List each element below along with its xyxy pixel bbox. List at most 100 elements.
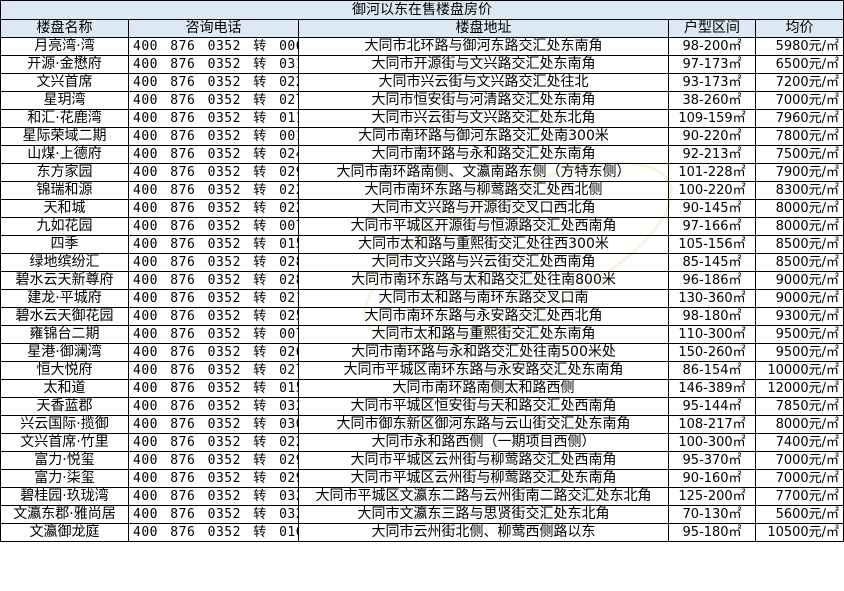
cell-address: 大同市北环路与御河东路交汇处东南角 [298, 37, 669, 56]
cell-price: 5600元/㎡ [754, 505, 844, 524]
cell-area: 95-370㎡ [668, 451, 756, 470]
cell-price: 7000元/㎡ [754, 91, 844, 110]
cell-price: 8000元/㎡ [754, 199, 844, 218]
cell-price: 8500元/㎡ [754, 253, 844, 272]
cell-price: 9500元/㎡ [754, 325, 844, 344]
cell-address: 大同市南环东路与太和路交汇处往南800米 [298, 271, 669, 290]
cell-address: 大同市平城区开源街与恒源路交汇处西南角 [298, 217, 669, 236]
cell-phone: 400 876 0352 转 0292 [128, 469, 299, 488]
cell-name: 山煤·上德府 [0, 145, 129, 164]
cell-phone: 400 876 0352 转 0220 [128, 181, 299, 200]
cell-price: 7400元/㎡ [754, 433, 844, 452]
table-row: 文瀛御龙庭 400 876 0352 转 0168 大同市云州街北侧、柳莺西侧路以东… [0, 523, 844, 542]
cell-name: 文兴首席 [0, 73, 129, 92]
cell-phone: 400 876 0352 转 0280 [128, 253, 299, 272]
table-row: 雍锦台二期 400 876 0352 转 0079 大同市太和路与重熙街交汇处东南角… [0, 325, 844, 344]
table-row: 碧水云天御花园 400 876 0352 转 0256 大同市南环东路与永安路交汇处… [0, 307, 844, 326]
cell-price: 7800元/㎡ [754, 127, 844, 146]
table-row: 星港·御澜湾 400 876 0352 转 0264 大同市南环路与永和路交汇处往南… [0, 343, 844, 362]
header-area: 户型区间 [668, 19, 756, 38]
cell-address: 大同市御东新区御河东路与云山街交汇处东南角 [298, 415, 669, 434]
cell-phone: 400 876 0352 转 0247 [128, 145, 299, 164]
cell-phone: 400 876 0352 转 0324 [128, 505, 299, 524]
cell-address: 大同市南环东路与永安路交汇处西北角 [298, 307, 669, 326]
cell-price: 7200元/㎡ [754, 73, 844, 92]
cell-phone: 400 876 0352 转 0301 [128, 415, 299, 434]
cell-phone: 400 876 0352 转 0292 [128, 451, 299, 470]
cell-area: 97-166㎡ [668, 217, 756, 236]
cell-phone: 400 876 0352 转 0321 [128, 487, 299, 506]
cell-phone: 400 876 0352 转 0256 [128, 307, 299, 326]
cell-address: 大同市兴云街与文兴路交汇处往北 [298, 73, 669, 92]
cell-area: 70-130㎡ [668, 505, 756, 524]
cell-name: 东方家园 [0, 163, 129, 182]
cell-area: 150-260㎡ [668, 343, 756, 362]
cell-area: 110-300㎡ [668, 325, 756, 344]
table-row: 四季 400 876 0352 转 0150 大同市太和路与重熙街交汇处往西300米… [0, 235, 844, 254]
cell-name: 月亮湾·湾 [0, 37, 129, 56]
cell-address: 大同市平城区云州街与柳莺路交汇处西南角 [298, 451, 669, 470]
cell-price: 7000元/㎡ [754, 469, 844, 488]
cell-name: 太和道 [0, 379, 129, 398]
table-row: 兴云国际·揽御 400 876 0352 转 0301 大同市御东新区御河东路与云山… [0, 415, 844, 434]
cell-address: 大同市南环东路与柳莺路交汇处西北侧 [298, 181, 669, 200]
cell-name: 绿地缤纷汇 [0, 253, 129, 272]
cell-address: 大同市文兴路与开源街交叉口西北角 [298, 199, 669, 218]
cell-address: 大同市南环路与永和路交汇处东南角 [298, 145, 669, 164]
table-row: 太和道 400 876 0352 转 0150 大同市南环路南侧太和路西侧 146-3… [0, 379, 844, 398]
cell-price: 5980元/㎡ [754, 37, 844, 56]
cell-price: 6500元/㎡ [754, 55, 844, 74]
cell-price: 8500元/㎡ [754, 235, 844, 254]
cell-address: 大同市云州街北侧、柳莺西侧路以东 [298, 523, 669, 542]
cell-name: 九如花园 [0, 217, 129, 236]
table-row: 东方家园 400 876 0352 转 0294 大同市南环路南侧、文瀛南路东侧（方… [0, 163, 844, 182]
cell-area: 90-145㎡ [668, 199, 756, 218]
cell-price: 7500元/㎡ [754, 145, 844, 164]
cell-area: 97-173㎡ [668, 55, 756, 74]
cell-name: 碧水云天新尊府 [0, 271, 129, 290]
cell-area: 100-220㎡ [668, 181, 756, 200]
table-row: 富力·柒玺 400 876 0352 转 0292 大同市平城区云州街与柳莺路交汇处… [0, 469, 844, 488]
cell-phone: 400 876 0352 转 0316 [128, 55, 299, 74]
cell-area: 95-180㎡ [668, 523, 756, 542]
table-row: 星际荣域二期 400 876 0352 转 0018 大同市南环路与御河东路交汇处南… [0, 127, 844, 146]
table-row: 锦瑞和源 400 876 0352 转 0220 大同市南环东路与柳莺路交汇处西北侧… [0, 181, 844, 200]
table-row: 碧水云天新尊府 400 876 0352 转 0281 大同市南环东路与太和路交汇处… [0, 271, 844, 290]
table-row: 绿地缤纷汇 400 876 0352 转 0280 大同市文兴路与兴云街交汇处西南角… [0, 253, 844, 272]
cell-name: 建龙·平城府 [0, 289, 129, 308]
cell-address: 大同市南环路南侧太和路西侧 [298, 379, 669, 398]
cell-name: 星际荣域二期 [0, 127, 129, 146]
table-row: 月亮湾·湾 400 876 0352 转 0064 大同市北环路与御河东路交汇处东南… [0, 37, 844, 56]
cell-name: 碧桂园·玖珑湾 [0, 487, 129, 506]
cell-area: 92-213㎡ [668, 145, 756, 164]
cell-address: 大同市太和路与南环东路交叉口南 [298, 289, 669, 308]
cell-name: 富力·悦玺 [0, 451, 129, 470]
cell-area: 90-220㎡ [668, 127, 756, 146]
cell-phone: 400 876 0352 转 0281 [128, 271, 299, 290]
cell-phone: 400 876 0352 转 0322 [128, 397, 299, 416]
cell-address: 大同市南环路南侧、文瀛南路东侧（方特东侧） [298, 163, 669, 182]
cell-name: 天香蓝郡 [0, 397, 129, 416]
cell-name: 天和城 [0, 199, 129, 218]
cell-area: 85-145㎡ [668, 253, 756, 272]
cell-address: 大同市平城区文瀛东二路与云州街南二路交汇处东北角 [298, 487, 669, 506]
table-title-row: 御河以东在售楼盘房价 [0, 0, 844, 20]
cell-phone: 400 876 0352 转 0150 [128, 235, 299, 254]
cell-price: 9000元/㎡ [754, 289, 844, 308]
cell-phone: 400 876 0352 转 0271 [128, 361, 299, 380]
cell-price: 10000元/㎡ [754, 361, 844, 380]
table-row: 文瀛东郡·雅尚居 400 876 0352 转 0324 大同市文瀛东三路与思贤街交… [0, 505, 844, 524]
cell-address: 大同市兴云街与文兴路交汇处东北角 [298, 109, 669, 128]
cell-name: 开源·金懋府 [0, 55, 129, 74]
cell-address: 大同市文兴路与兴云街交汇处西南角 [298, 253, 669, 272]
table-row: 开源·金懋府 400 876 0352 转 0316 大同市开源街与文兴路交汇处东南… [0, 55, 844, 74]
table-row: 九如花园 400 876 0352 转 0070 大同市平城区开源街与恒源路交汇处西… [0, 217, 844, 236]
cell-area: 101-228㎡ [668, 163, 756, 182]
cell-address: 大同市永和路西侧（一期项目西侧） [298, 433, 669, 452]
cell-area: 86-154㎡ [668, 361, 756, 380]
header-price: 均价 [754, 19, 844, 38]
table-row: 和汇·花鹿湾 400 876 0352 转 0116 大同市兴云街与文兴路交汇处东北… [0, 109, 844, 128]
cell-area: 105-156㎡ [668, 235, 756, 254]
cell-address: 大同市南环路与御河东路交汇处南300米 [298, 127, 669, 146]
cell-address: 大同市文瀛东三路与思贤街交汇处东北角 [298, 505, 669, 524]
